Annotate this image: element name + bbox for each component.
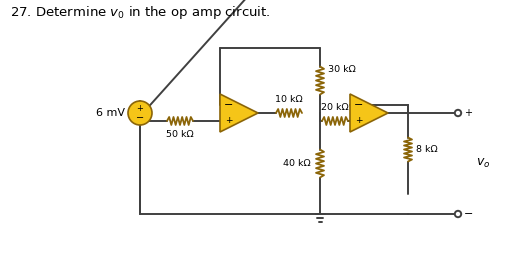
Text: +: + — [225, 116, 233, 125]
Text: +: + — [136, 104, 143, 113]
Text: 27. Determine $v_0$ in the op amp circuit.: 27. Determine $v_0$ in the op amp circui… — [10, 4, 270, 21]
Circle shape — [128, 101, 152, 125]
Text: 6 mV: 6 mV — [96, 108, 125, 118]
Text: −: − — [354, 100, 364, 110]
Text: +: + — [464, 108, 472, 118]
Text: −: − — [136, 112, 144, 123]
Text: 50 kΩ: 50 kΩ — [166, 130, 194, 139]
Text: +: + — [355, 116, 363, 125]
Circle shape — [455, 110, 461, 116]
Circle shape — [455, 211, 461, 217]
Text: 30 kΩ: 30 kΩ — [328, 66, 356, 74]
Polygon shape — [220, 94, 258, 132]
Text: −: − — [224, 100, 234, 110]
Polygon shape — [350, 94, 388, 132]
Text: 40 kΩ: 40 kΩ — [283, 159, 311, 168]
Text: −: − — [464, 209, 473, 219]
Text: 20 kΩ: 20 kΩ — [321, 103, 349, 112]
Text: 8 kΩ: 8 kΩ — [416, 145, 438, 154]
Text: 10 kΩ: 10 kΩ — [275, 95, 303, 104]
Text: $v_o$: $v_o$ — [476, 157, 490, 170]
